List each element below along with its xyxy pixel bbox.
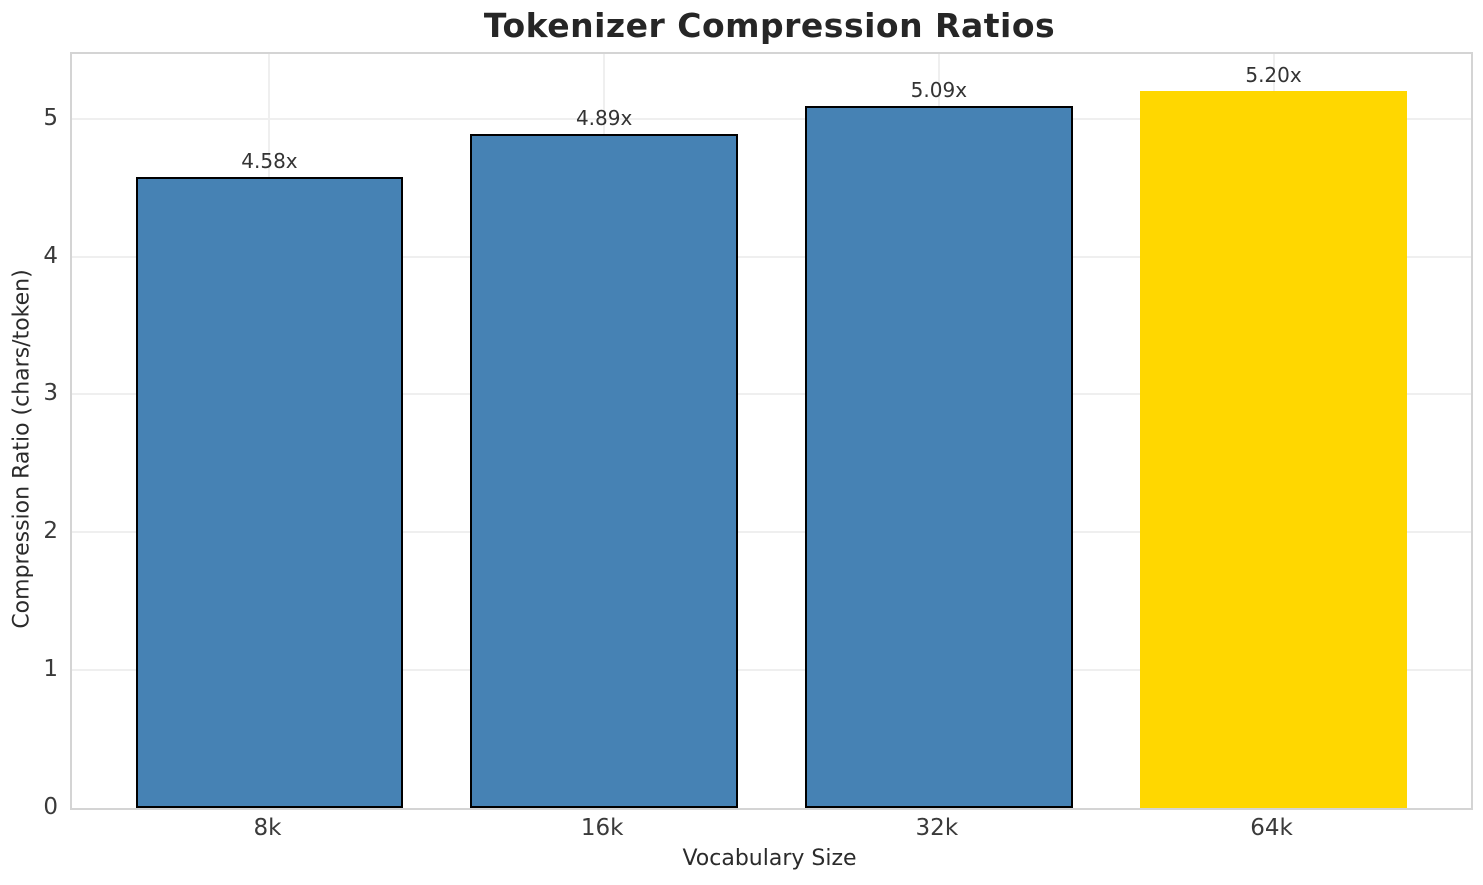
y-axis-label: Compression Ratio (chars/token) — [9, 269, 35, 629]
bar-value-label: 4.89x — [575, 105, 633, 130]
x-tick-label: 64k — [1250, 815, 1293, 841]
gridline-horizontal — [72, 117, 1471, 120]
gridline-horizontal — [72, 531, 1471, 534]
x-tick-label: 16k — [580, 815, 624, 841]
chart-title: Tokenizer Compression Ratios — [483, 6, 1056, 45]
bar-value-label: 5.09x — [910, 78, 968, 103]
y-tick-label: 3 — [43, 380, 58, 407]
x-tick-label: 32k — [915, 815, 959, 841]
y-tick-label: 4 — [43, 242, 58, 269]
y-tick-label: 0 — [43, 794, 58, 820]
x-axis-label: Vocabulary Size — [682, 846, 857, 871]
gridline-horizontal — [72, 669, 1471, 672]
gridline-horizontal — [72, 393, 1471, 396]
y-tick-label: 5 — [43, 104, 58, 131]
bar-32k — [804, 106, 1073, 808]
bar-value-label: 4.58x — [241, 148, 298, 173]
y-tick-label: 1 — [43, 656, 58, 683]
plot-area: 4.58x 4.89x 5.09x 5.20x — [70, 52, 1473, 810]
bar-16k — [470, 133, 739, 808]
gridline-horizontal — [72, 255, 1471, 258]
x-tick-label: 8k — [253, 815, 282, 841]
bar-8k — [135, 176, 404, 808]
bar-64k — [1139, 91, 1408, 808]
y-tick-label: 2 — [43, 518, 58, 545]
bar-value-label: 5.20x — [1245, 63, 1302, 88]
